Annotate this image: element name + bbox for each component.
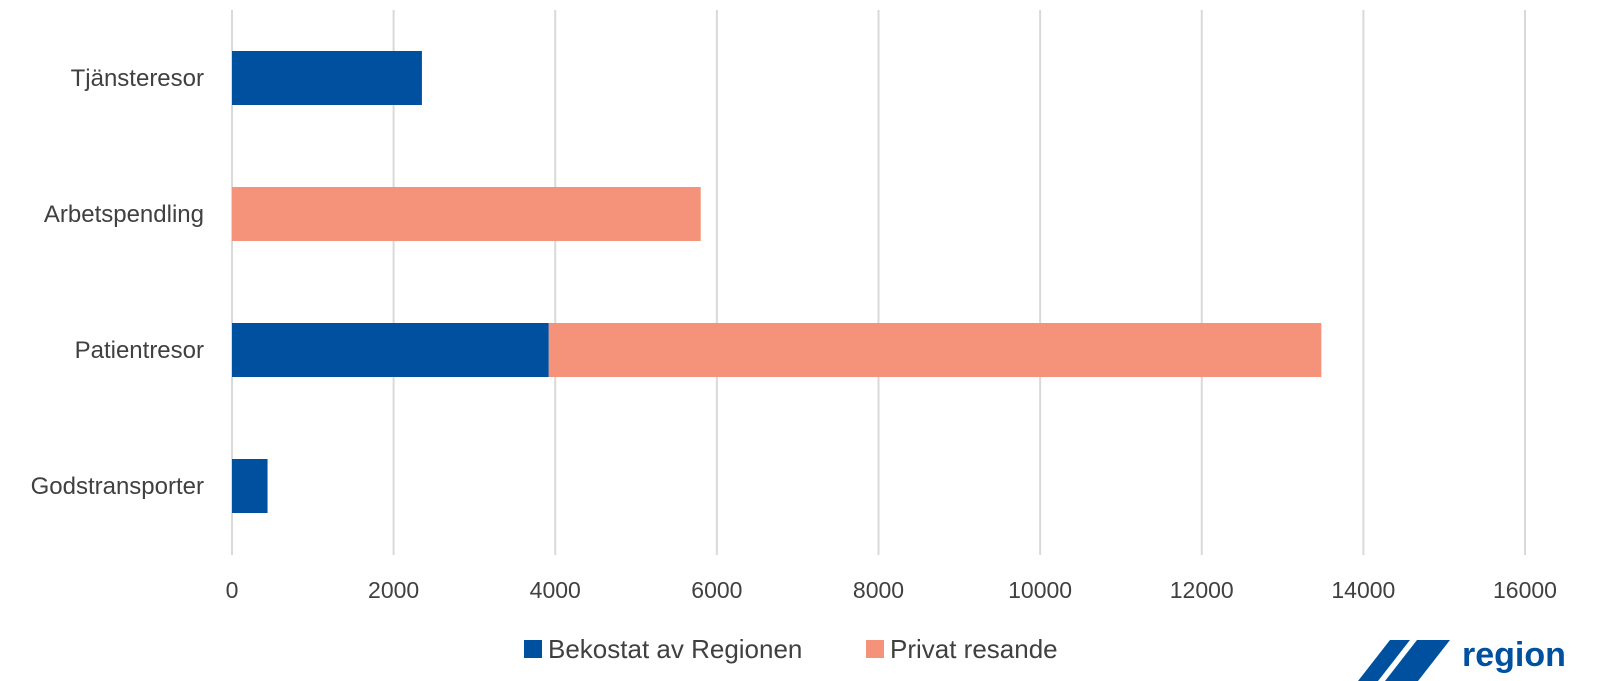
x-tick-label: 6000 xyxy=(691,577,742,603)
x-tick-label: 0 xyxy=(226,577,239,603)
category-label: Patientresor xyxy=(75,337,204,364)
category-label: Tjänsteresor xyxy=(71,65,204,92)
category-labels: Tjänsteresor Arbetspendling Patientresor Go… xyxy=(31,65,204,500)
x-tick-label: 8000 xyxy=(853,577,904,603)
x-tick-label: 16000 xyxy=(1493,577,1557,603)
legend-swatch xyxy=(524,640,542,658)
region-logo-text: region xyxy=(1462,636,1566,674)
category-label: Arbetspendling xyxy=(44,201,204,228)
gridlines xyxy=(231,10,1526,555)
x-tick-label: 14000 xyxy=(1331,577,1395,603)
x-axis-ticks: 0 2000 4000 6000 8000 10000 12000 14000 16000 xyxy=(226,577,1557,603)
bar-segment xyxy=(232,323,549,377)
region-logo-icon xyxy=(1358,640,1450,681)
bar-segment xyxy=(548,323,1322,377)
x-tick-label: 2000 xyxy=(368,577,419,603)
legend: Bekostat av Regionen Privat resande xyxy=(524,634,1058,664)
x-tick-label: 4000 xyxy=(530,577,581,603)
bars xyxy=(232,51,1322,513)
x-tick-label: 10000 xyxy=(1008,577,1072,603)
region-logo: region xyxy=(1358,636,1566,681)
bar-segment xyxy=(232,187,701,241)
x-tick-label: 12000 xyxy=(1170,577,1234,603)
legend-label: Bekostat av Regionen xyxy=(548,634,802,664)
bar-segment xyxy=(232,459,268,513)
legend-swatch xyxy=(866,640,884,658)
legend-label: Privat resande xyxy=(890,634,1058,664)
bar-segment xyxy=(232,51,422,105)
category-label: Godstransporter xyxy=(31,473,204,500)
